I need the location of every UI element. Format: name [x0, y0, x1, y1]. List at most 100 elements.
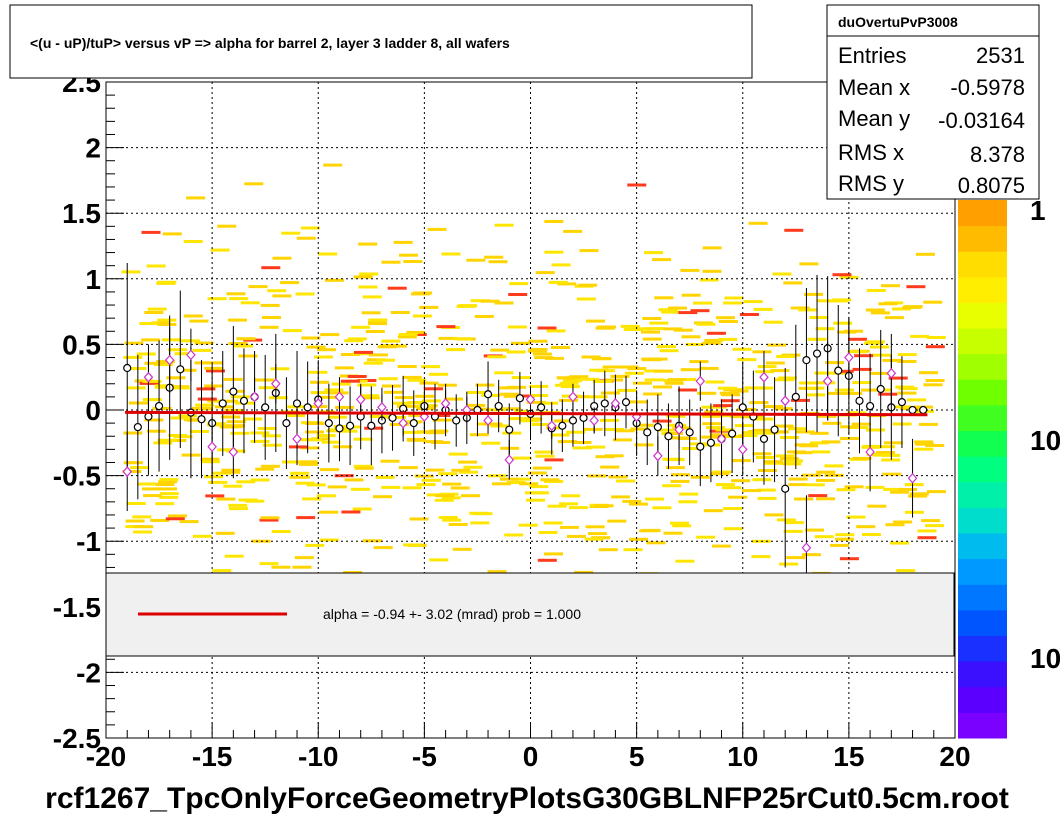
hist-cell [856, 525, 876, 529]
hist-cell [544, 220, 564, 223]
hist-cell [751, 555, 771, 559]
hist-cell [777, 376, 797, 380]
stats-label-mean-y: Mean y [838, 106, 910, 131]
hist-cell [664, 381, 684, 385]
palette-step [958, 609, 1007, 636]
data-point-diamond [440, 398, 451, 409]
hist-cell [178, 414, 198, 418]
data-point-circle [494, 401, 503, 411]
hist-cell [240, 301, 260, 305]
hist-cell [153, 441, 173, 445]
hist-cell [508, 417, 528, 421]
hist-cell [910, 334, 930, 338]
hist-cell [389, 423, 409, 426]
hist-cell [704, 338, 724, 342]
hist-cell [375, 358, 395, 362]
hist-cell [412, 314, 432, 318]
hist-cell [788, 477, 808, 481]
y-tick-label: -1.5 [53, 592, 101, 623]
palette-step [958, 251, 1007, 278]
hist-cell [595, 455, 615, 459]
hist-cell [673, 328, 693, 332]
data-point-diamond [334, 391, 345, 403]
hist-cell [368, 318, 388, 322]
hist-cell [270, 367, 290, 371]
hist-cell [611, 495, 631, 499]
hist-cell [295, 481, 315, 485]
hist-cell [365, 330, 385, 333]
hist-cell [815, 327, 835, 331]
data-point-diamond [122, 466, 133, 478]
hist-cell [579, 249, 599, 253]
data-point-circle [388, 413, 397, 422]
data-point-circle [239, 396, 249, 405]
hist-cell [839, 557, 859, 561]
data-point-diamond [737, 443, 748, 455]
hist-cell [600, 391, 620, 395]
hist-cell [627, 183, 647, 187]
hist-cell [704, 410, 724, 414]
hist-cell [358, 242, 378, 246]
hist-cell [359, 272, 379, 276]
hist-cell [909, 492, 929, 496]
hist-cell [882, 472, 902, 476]
hist-cell [262, 443, 282, 447]
data-point-circle [409, 419, 418, 428]
hist-cell [588, 395, 608, 399]
hist-cell [586, 319, 605, 323]
hist-cell [357, 383, 377, 387]
hist-cell [925, 524, 945, 528]
hist-cell [767, 343, 787, 347]
hist-cell [529, 384, 549, 388]
hist-cell [469, 511, 489, 515]
hist-cell [244, 182, 264, 186]
hist-cell [587, 532, 607, 536]
hist-cell [292, 565, 312, 569]
hist-cell [302, 497, 322, 501]
hist-cell [830, 543, 850, 547]
hist-cell [623, 328, 643, 331]
hist-cell [144, 418, 164, 422]
hist-cell [144, 311, 164, 314]
hist-cell [624, 371, 644, 375]
hist-cell [702, 246, 722, 250]
hist-cell [139, 322, 159, 325]
hist-cell [204, 366, 224, 370]
palette-step [958, 456, 1007, 483]
hist-cell [435, 494, 455, 498]
hist-cell [791, 398, 810, 402]
hist-cell [319, 538, 339, 542]
hist-cell [628, 400, 648, 404]
hist-cell [363, 361, 383, 365]
hist-cell [155, 502, 175, 506]
hist-cell [319, 510, 339, 514]
hist-cell [421, 399, 441, 403]
hist-cell [512, 477, 532, 481]
hist-cell [918, 422, 938, 426]
hist-cell [696, 535, 716, 539]
hist-cell [431, 441, 451, 444]
hist-cell [904, 510, 924, 514]
hist-cell [757, 365, 777, 369]
hist-cell [300, 226, 320, 230]
hist-cell [866, 428, 885, 432]
hist-cell [179, 520, 199, 524]
hist-cell [809, 431, 829, 435]
data-point-diamond [186, 349, 196, 361]
hist-cell [544, 480, 564, 483]
hist-cell [808, 494, 828, 498]
hist-cell [895, 385, 915, 389]
hist-cell [525, 491, 544, 495]
hist-cell [290, 471, 310, 475]
hist-cell [706, 331, 726, 335]
hist-cell [731, 479, 751, 483]
hist-cell [408, 413, 428, 417]
hist-cell [639, 529, 659, 533]
data-point-circle [855, 396, 864, 405]
hist-cell [589, 368, 609, 372]
hist-cell [260, 516, 280, 520]
hist-cell [652, 506, 672, 510]
hist-cell [506, 350, 526, 354]
data-point-circle [579, 413, 588, 422]
hist-cell [390, 311, 410, 314]
